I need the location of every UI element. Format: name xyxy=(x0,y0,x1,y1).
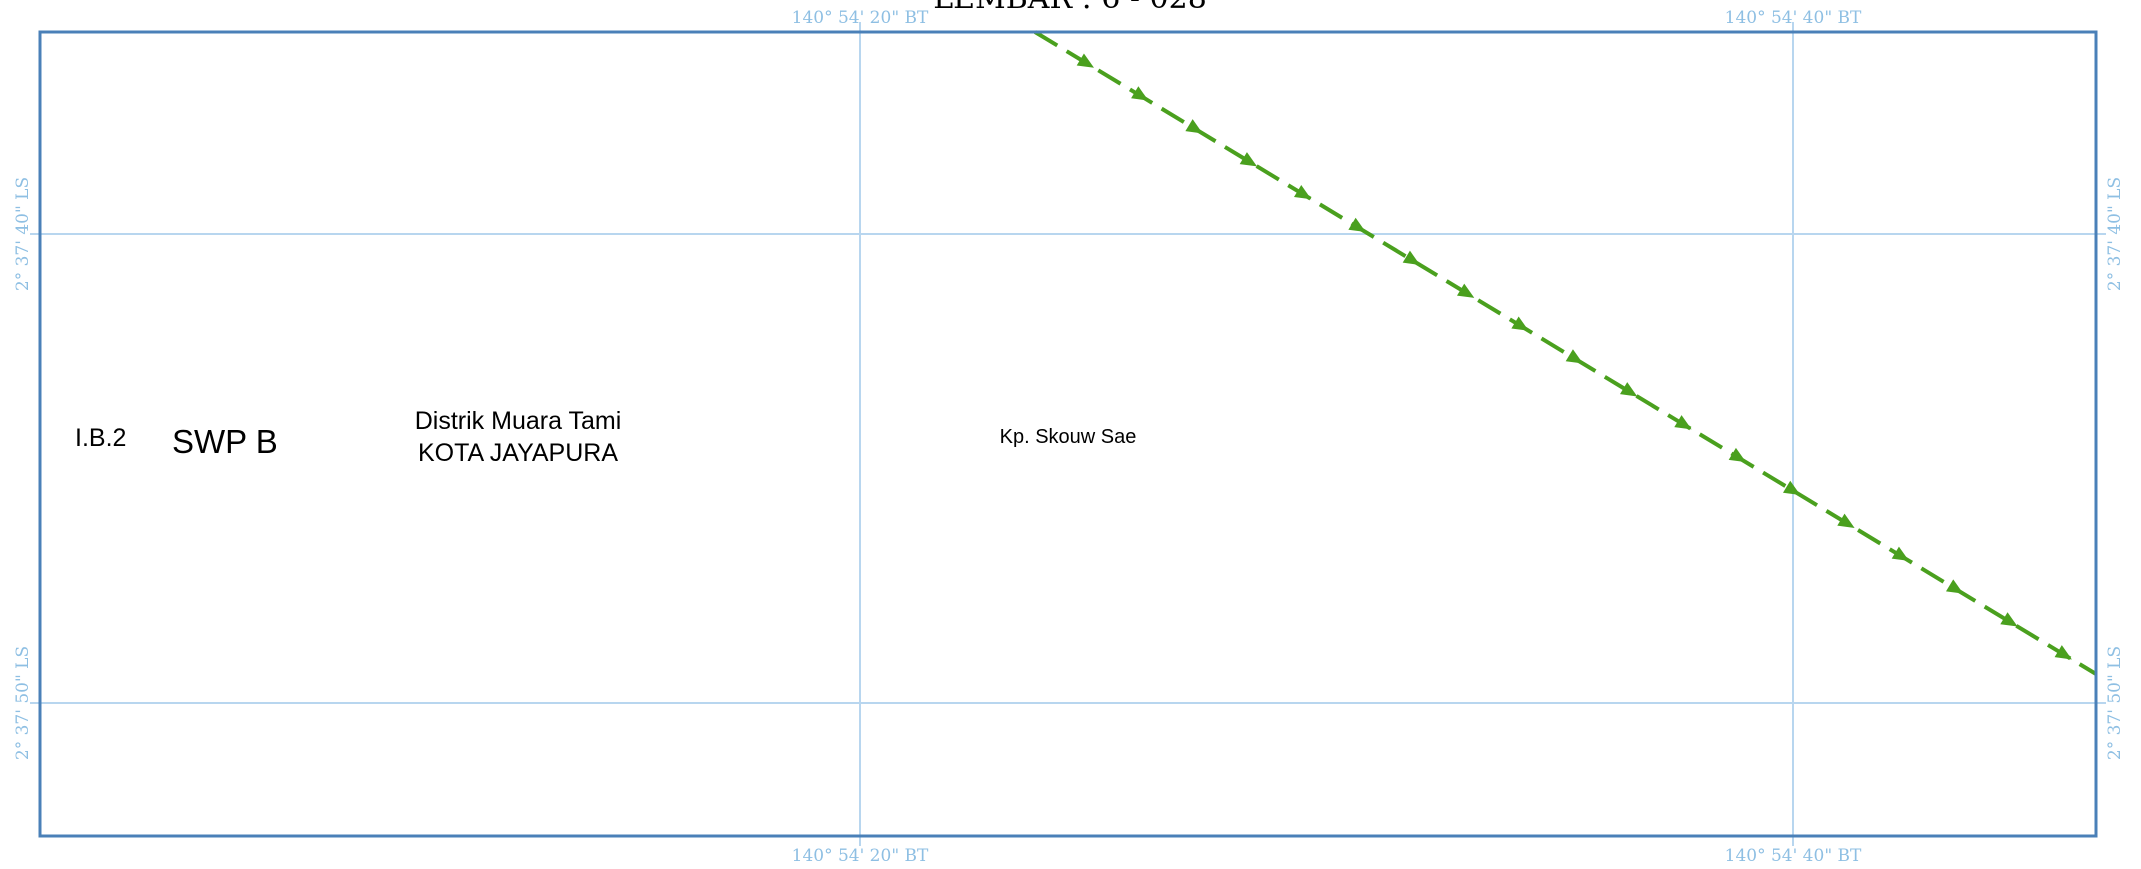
boundary-marker-triangle xyxy=(2000,612,2018,627)
map-frame xyxy=(38,30,2098,838)
coord-lon-bottom-right: 140° 54' 40" BT xyxy=(1725,846,1862,866)
boundary-markers xyxy=(1076,53,2072,660)
boundary-marker-triangle xyxy=(1782,480,1801,496)
boundary-marker-triangle xyxy=(1402,250,1420,265)
boundary-marker-triangle xyxy=(1511,316,1529,331)
district-label: Distrik Muara Tami xyxy=(415,407,622,435)
boundary-marker-triangle xyxy=(1674,415,1692,430)
swp-label: SWP B xyxy=(172,423,278,460)
coord-lat-right-bottom: 2° 37' 50" LS xyxy=(2105,646,2125,760)
boundary-marker-triangle xyxy=(1131,86,1149,101)
coord-lat-left-top: 2° 37' 40" LS xyxy=(13,177,33,291)
coord-lon-top-left: 140° 54' 20" BT xyxy=(792,8,929,28)
boundary-marker-triangle xyxy=(1945,579,1964,594)
coord-lon-top-right: 140° 54' 40" BT xyxy=(1725,8,1862,28)
boundary-marker-triangle xyxy=(1239,152,1257,167)
coord-lat-left-bottom: 2° 37' 50" LS xyxy=(13,646,33,760)
village-label: Kp. Skouw Sae xyxy=(1000,426,1137,448)
boundary-marker-triangle xyxy=(1565,349,1583,364)
coord-lat-right-top: 2° 37' 40" LS xyxy=(2105,177,2125,291)
boundary-marker-triangle xyxy=(1348,217,1366,233)
boundary-marker-triangle xyxy=(1185,119,1203,134)
city-label: KOTA JAYAPURA xyxy=(418,439,618,467)
coord-lon-bottom-left: 140° 54' 20" BT xyxy=(792,846,929,866)
zone-code-label: I.B.2 xyxy=(75,424,126,452)
boundary-marker-triangle xyxy=(1619,382,1638,397)
graticule xyxy=(30,22,2106,846)
boundary-marker-triangle xyxy=(1076,53,1094,68)
boundary-marker-triangle xyxy=(1728,447,1746,463)
boundary-marker-triangle xyxy=(1891,546,1909,561)
sheet-title: LEMBAR : 6 - 028 xyxy=(933,0,1207,16)
boundary-marker-triangle xyxy=(1456,283,1475,298)
boundary-line xyxy=(1033,30,2098,676)
boundary-marker-triangle xyxy=(1837,513,1855,528)
boundary-marker-triangle xyxy=(2054,645,2072,660)
boundary-marker-triangle xyxy=(1293,184,1312,200)
